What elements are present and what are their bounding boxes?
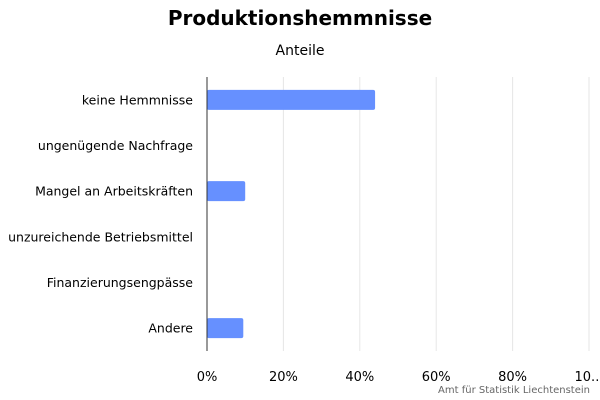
category-label: Finanzierungsengpässe [47, 275, 194, 290]
category-label: Andere [148, 321, 193, 336]
bar [207, 181, 246, 202]
chart-subtitle: Anteile [275, 43, 325, 59]
x-tick-label: 0% [197, 370, 218, 385]
chart-credit: Amt für Statistik Liechtenstein [438, 385, 590, 396]
x-tick-label: 40% [345, 370, 374, 385]
category-label: Mangel an Arbeitskräften [35, 184, 193, 199]
category-label: ungenügende Nachfrage [38, 138, 193, 153]
x-tick-label: 60% [422, 370, 451, 385]
x-tick-label: 10... [575, 370, 600, 385]
chart-title: Produktionshemmnisse [167, 6, 433, 30]
x-tick-label: 20% [269, 370, 298, 385]
category-label: unzureichende Betriebsmittel [8, 229, 193, 244]
bar [207, 89, 376, 110]
bar [207, 318, 244, 339]
category-label: keine Hemmnisse [82, 92, 193, 107]
x-tick-label: 80% [498, 370, 527, 385]
